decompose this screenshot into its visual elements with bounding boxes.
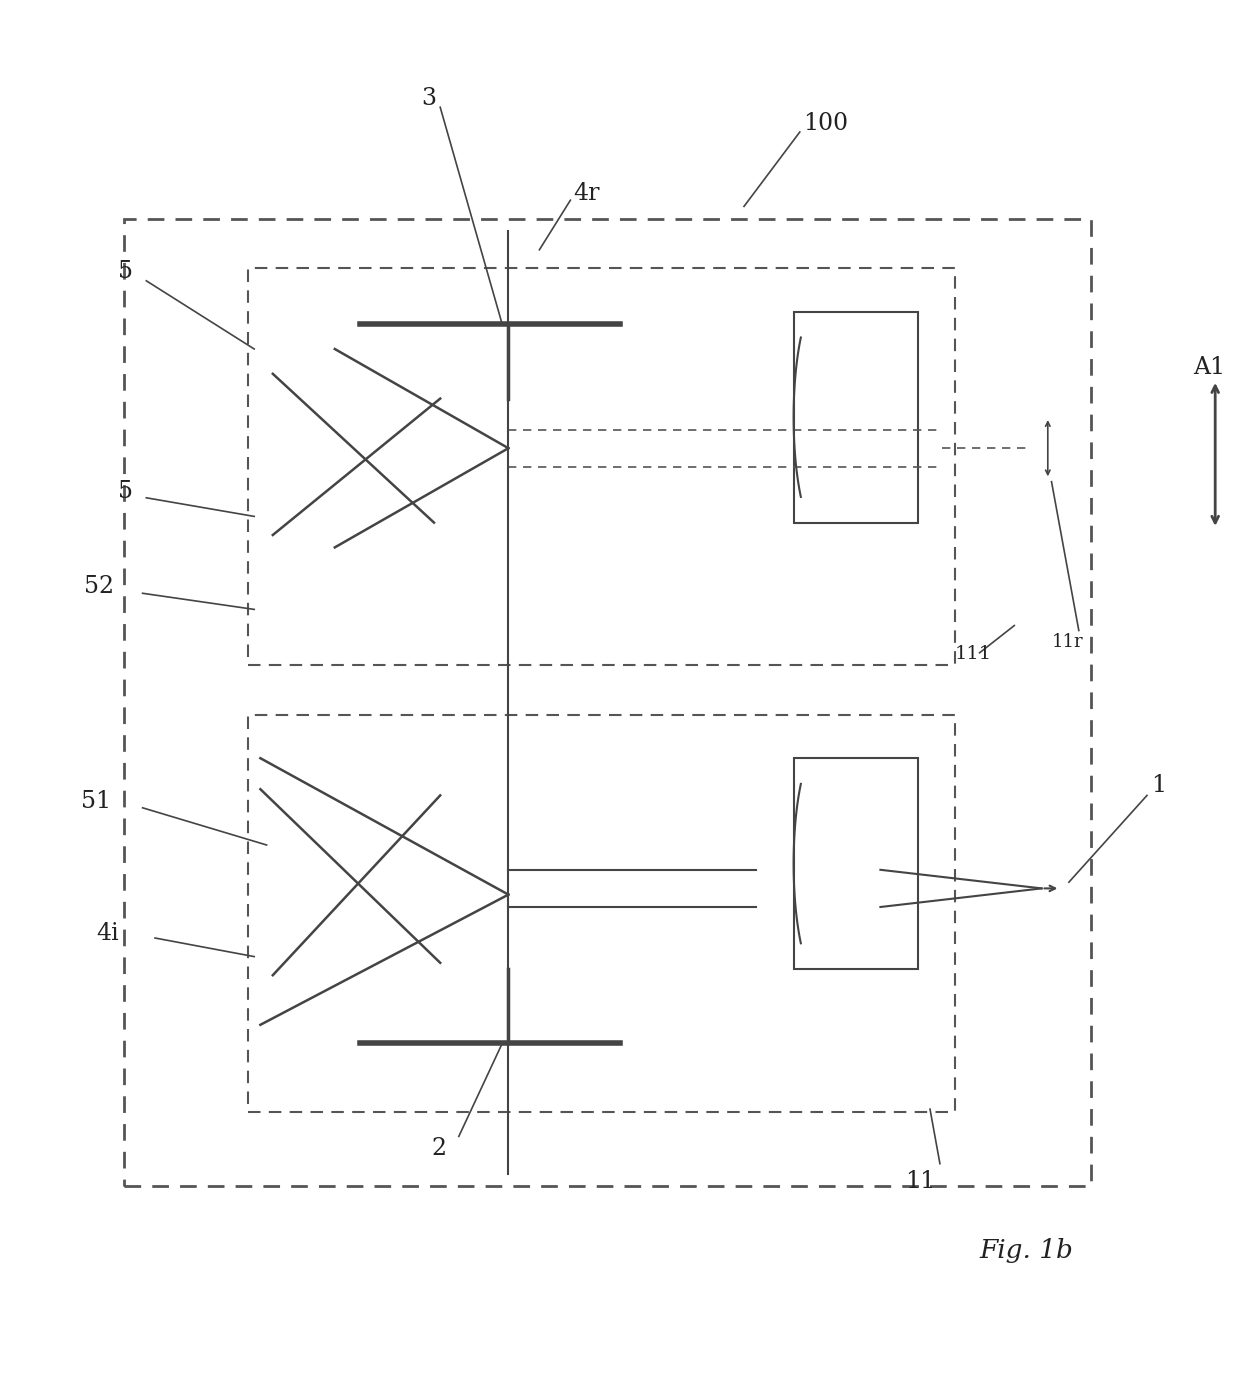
Text: 5: 5 — [118, 261, 133, 283]
Text: 100: 100 — [804, 112, 848, 134]
Text: 52: 52 — [84, 575, 114, 599]
Text: 4i: 4i — [97, 922, 119, 945]
Text: 111: 111 — [955, 644, 992, 662]
Text: 1: 1 — [1151, 774, 1166, 796]
Text: 11r: 11r — [1052, 632, 1084, 650]
Text: Fig. 1b: Fig. 1b — [980, 1238, 1074, 1263]
Text: 51: 51 — [81, 789, 110, 813]
Text: 2: 2 — [432, 1137, 446, 1161]
Text: 4r: 4r — [573, 182, 599, 206]
Text: 11: 11 — [905, 1170, 935, 1194]
Text: 5: 5 — [118, 480, 133, 502]
Text: 3: 3 — [422, 87, 436, 110]
Text: A1: A1 — [1193, 356, 1225, 378]
